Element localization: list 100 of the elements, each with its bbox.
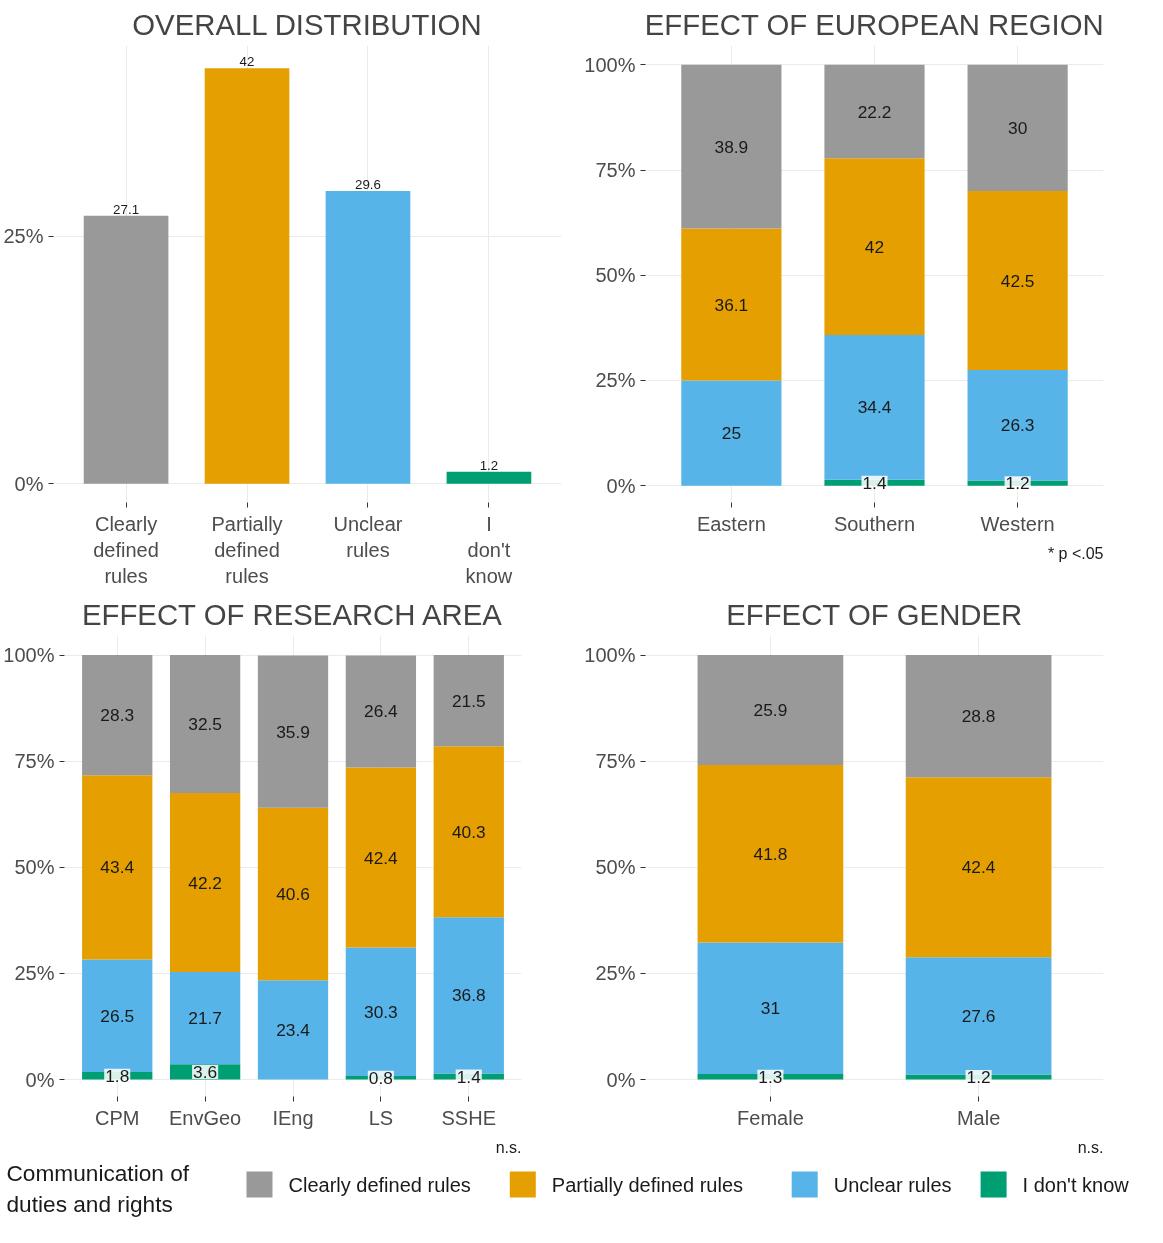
data-label: 30.3 — [364, 1001, 398, 1022]
bar — [204, 68, 290, 484]
data-label: 42.4 — [961, 857, 996, 878]
data-label: 35.9 — [276, 721, 310, 742]
bar — [257, 807, 329, 981]
y-tick-label: 50% — [595, 264, 636, 287]
data-label: 25.9 — [753, 700, 788, 720]
bar — [82, 959, 153, 1072]
bar — [681, 228, 782, 381]
x-tick-label: I don't know — [465, 512, 513, 588]
bar — [169, 792, 241, 973]
bar — [681, 64, 782, 229]
x-tick-label: Unclear rules — [333, 512, 403, 561]
legend-label: Clearly defined rules — [288, 1173, 471, 1196]
y-tick-label: 0% — [606, 474, 636, 497]
data-label: 1.2 — [966, 1066, 991, 1087]
y-tick-label: 75% — [595, 750, 636, 773]
data-label: 34.4 — [857, 397, 892, 418]
bar — [345, 655, 417, 768]
text: * p <.05 — [1047, 544, 1104, 562]
data-label: 29.6 — [355, 176, 381, 192]
x-tick-label: IEng — [272, 1106, 314, 1129]
data-label: 28.8 — [961, 706, 996, 727]
bar — [325, 190, 411, 484]
y-tick-label: 75% — [595, 159, 636, 182]
data-label: 42 — [864, 236, 885, 257]
bar — [433, 655, 504, 747]
bar — [169, 972, 241, 1065]
legend-title: Communication of duties and rights — [6, 1159, 190, 1218]
data-label: 36.8 — [451, 985, 486, 1006]
bar — [82, 655, 153, 776]
y-tick-label: 0% — [606, 1068, 636, 1091]
data-label: 22.2 — [857, 101, 892, 122]
bar — [967, 64, 1068, 192]
chart-title: EFFECT OF GENDER — [726, 597, 1023, 631]
data-label: 42 — [239, 54, 255, 70]
data-label: 27.1 — [113, 201, 140, 217]
bar — [905, 777, 1052, 958]
x-tick-label: EnvGeo — [168, 1106, 242, 1129]
data-label: 27.6 — [961, 1005, 996, 1026]
data-label: 1.4 — [862, 472, 887, 493]
data-label: 42.4 — [364, 847, 399, 868]
y-tick-label: 0% — [25, 1068, 55, 1091]
x-tick-label: Eastern — [696, 512, 766, 535]
data-label: 21.7 — [188, 1008, 222, 1029]
data-label: 42.5 — [1000, 270, 1035, 291]
data-label: 26.3 — [1000, 415, 1035, 436]
bar — [967, 191, 1068, 370]
x-tick-label: SSHE — [441, 1106, 497, 1129]
data-label: 3.6 — [193, 1061, 218, 1082]
data-label: 43.4 — [100, 857, 135, 878]
y-tick-label: 25% — [14, 962, 55, 985]
bar — [82, 775, 153, 960]
bar — [824, 158, 925, 336]
data-label: 1.4 — [456, 1066, 482, 1087]
data-label: 25 — [721, 423, 742, 444]
data-label: 21.5 — [451, 690, 486, 711]
x-tick-label: CPM — [95, 1106, 140, 1129]
data-label: 26.5 — [100, 1005, 135, 1026]
bar — [824, 64, 925, 159]
data-label: 36.1 — [714, 294, 749, 315]
x-tick-label: Male — [956, 1106, 1001, 1129]
data-label: 38.9 — [714, 136, 749, 157]
x-tick-label: Partially defined rules — [211, 512, 283, 588]
bar — [697, 764, 844, 943]
x-tick-label: Southern — [833, 512, 916, 535]
x-tick-label: Clearly defined rules — [93, 512, 159, 588]
legend-label: I don't know — [1022, 1173, 1130, 1196]
data-label: 30 — [1007, 117, 1028, 138]
y-tick-label: 100% — [584, 53, 636, 76]
y-tick-label: 25% — [595, 962, 636, 985]
y-tick-label: 100% — [584, 644, 636, 667]
bar — [681, 380, 782, 486]
data-label: 40.3 — [451, 821, 486, 842]
x-tick-label: LS — [368, 1106, 394, 1129]
y-tick-label: 50% — [14, 856, 55, 879]
bar — [169, 655, 241, 793]
x-tick-label: Female — [737, 1106, 804, 1129]
data-label: 42.2 — [188, 872, 222, 893]
legend-label: Partially defined rules — [551, 1173, 744, 1196]
data-label: 1.2 — [1005, 473, 1030, 494]
data-label: 31 — [760, 998, 781, 1019]
bar — [257, 655, 329, 808]
y-tick-label: 75% — [14, 750, 55, 773]
chart-title: EFFECT OF RESEARCH AREA — [81, 597, 503, 631]
chart-title: EFFECT OF EUROPEAN REGION — [644, 7, 1104, 41]
y-tick-label: 100% — [3, 644, 55, 667]
chart-title: OVERALL DISTRIBUTION — [132, 7, 482, 41]
data-label: 28.3 — [100, 705, 135, 726]
bar — [257, 980, 329, 1080]
bar — [345, 767, 417, 948]
bar — [83, 215, 169, 484]
data-label: 23.4 — [276, 1019, 311, 1040]
y-tick-label: 25% — [3, 225, 44, 248]
data-label: 26.4 — [364, 701, 399, 722]
x-tick-label: Western — [980, 512, 1055, 535]
bar — [446, 471, 532, 484]
y-tick-label: 0% — [14, 472, 44, 495]
data-label: 1.3 — [758, 1066, 783, 1087]
bar — [905, 655, 1052, 778]
